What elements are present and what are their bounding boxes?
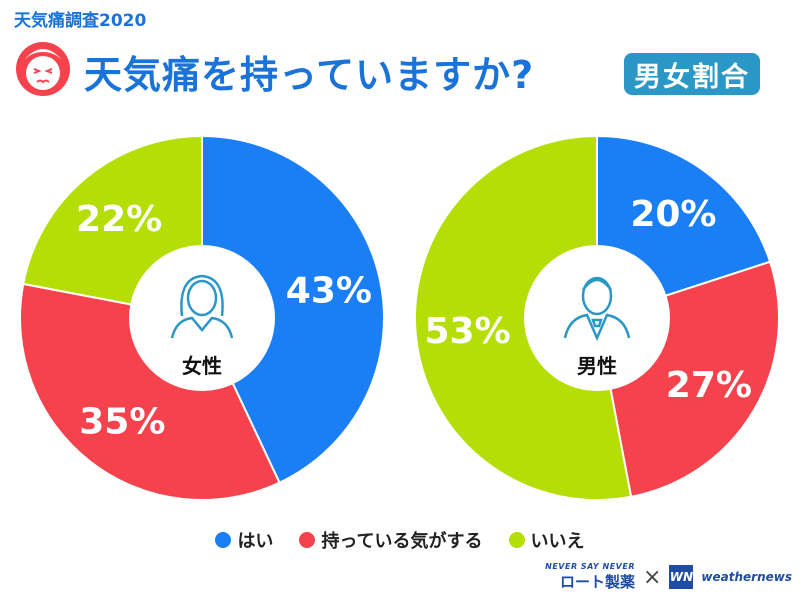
weathernews-mark-icon: WN xyxy=(669,565,694,589)
man-icon xyxy=(563,276,631,342)
legend-item-no: いいえ xyxy=(508,527,585,553)
rohto-tagline: NEVER SAY NEVER xyxy=(545,562,635,571)
legend-label-yes: はい xyxy=(237,531,274,552)
legend-item-maybe: 持っている気がする xyxy=(299,527,483,553)
slice-male-no xyxy=(414,134,633,501)
value-label-male-maybe: 27% xyxy=(666,365,752,406)
donut-center-male xyxy=(524,245,670,391)
value-label-female-maybe: 35% xyxy=(79,402,165,443)
slice-female-maybe xyxy=(19,282,281,501)
legend-dot-no xyxy=(508,532,525,548)
legend-item-yes: はい xyxy=(215,527,273,553)
sponsor-logos: NEVER SAY NEVER ロート製薬 × WN weathernews xyxy=(545,562,792,592)
cross-icon: × xyxy=(642,564,662,590)
legend-label-maybe: 持っている気がする xyxy=(321,531,483,552)
value-label-female-no: 22% xyxy=(76,199,162,240)
center-label-female: 女性 xyxy=(182,354,222,378)
center-label-male: 男性 xyxy=(577,354,617,378)
legend-label-no: いいえ xyxy=(530,531,585,552)
woman-icon xyxy=(170,274,234,339)
donut-center-female xyxy=(129,245,275,391)
value-label-female-yes: 43% xyxy=(286,271,372,312)
survey-tag: 天気痛調査2020 xyxy=(14,11,147,31)
legend: はい 持っている気がする いいえ xyxy=(0,527,800,553)
legend-dot-yes xyxy=(215,532,232,548)
legend-dot-maybe xyxy=(299,532,316,548)
page-title: 天気痛を持っていますか? xyxy=(84,53,535,97)
gender-ratio-badge: 男女割合 xyxy=(624,53,760,95)
rohto-logo: NEVER SAY NEVER ロート製薬 xyxy=(545,562,635,592)
rohto-name: ロート製薬 xyxy=(559,573,635,591)
slice-female-yes xyxy=(201,134,385,485)
value-label-male-yes: 20% xyxy=(630,194,716,235)
weathernews-logo: weathernews xyxy=(701,570,792,584)
headache-face-icon xyxy=(16,42,70,96)
value-label-male-no: 53% xyxy=(424,311,510,352)
